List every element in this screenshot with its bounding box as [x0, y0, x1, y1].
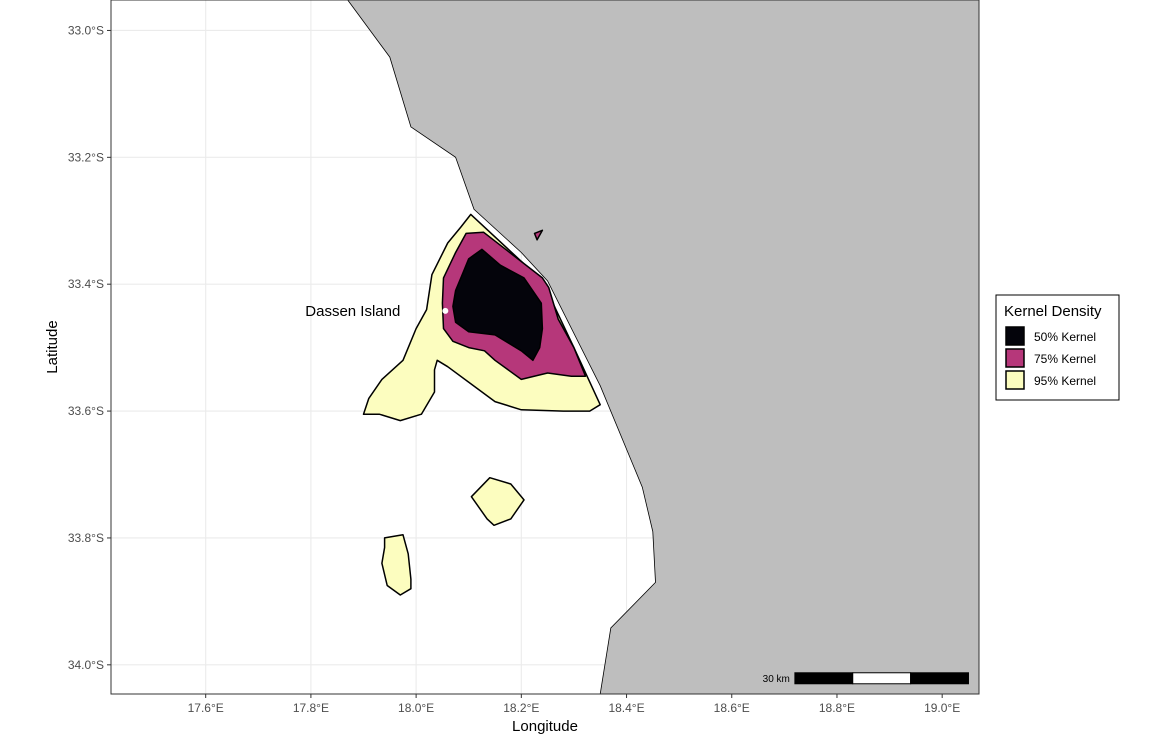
scale-bar: 30 km [763, 672, 969, 685]
panel-border [110, 0, 980, 695]
kernel-50-polygon [452, 248, 544, 362]
x-tick-label: 18.8°E [819, 701, 855, 715]
site-marker [442, 307, 449, 314]
y-tick-label: 33.4°S [68, 277, 104, 291]
x-axis-title: Longitude [512, 718, 578, 734]
x-tick-label: 17.6°E [188, 701, 224, 715]
scalebar-segment [852, 672, 912, 685]
x-tick-label: 18.6°E [714, 701, 750, 715]
legend: Kernel Density 50% Kernel 75% Kernel 95% K… [995, 294, 1120, 401]
x-tick-label: 17.8°E [293, 701, 329, 715]
y-tick-label: 33.0°S [68, 23, 104, 37]
x-tick-label: 18.2°E [503, 701, 539, 715]
legend-swatch [1005, 348, 1025, 368]
x-axis: 17.6°E 17.8°E 18.0°E 18.2°E 18.4°E 18.6°E 18.8… [188, 694, 960, 715]
x-tick-label: 18.0°E [398, 701, 434, 715]
y-tick-label: 33.2°S [68, 150, 104, 164]
scalebar-label: 30 km [763, 674, 790, 685]
site-label: Dassen Island [305, 303, 400, 320]
kernel-95-polygon [470, 476, 525, 527]
legend-swatch [1005, 370, 1025, 390]
legend-title: Kernel Density [1004, 303, 1102, 320]
y-tick-label: 33.8°S [68, 531, 104, 545]
x-tick-label: 18.4°E [608, 701, 644, 715]
x-tick-label: 19.0°E [924, 701, 960, 715]
y-tick-label: 34.0°S [68, 658, 104, 672]
y-axis-title: Latitude [44, 320, 61, 373]
scalebar-segment [794, 672, 854, 685]
kernel-95-polygon [381, 534, 412, 596]
scalebar-segment [910, 672, 969, 685]
kernel-75-polygon [533, 229, 544, 241]
legend-swatch [1005, 326, 1025, 346]
legend-entry-label: 95% Kernel [1034, 374, 1096, 388]
y-axis: 33.0°S 33.2°S 33.4°S 33.6°S 33.8°S 34.0°S [68, 23, 111, 672]
annotation-layer: Dassen Island [305, 303, 449, 320]
legend-entry-label: 50% Kernel [1034, 330, 1096, 344]
kernel-layer [362, 213, 601, 596]
legend-entry-label: 75% Kernel [1034, 352, 1096, 366]
y-tick-label: 33.6°S [68, 404, 104, 418]
